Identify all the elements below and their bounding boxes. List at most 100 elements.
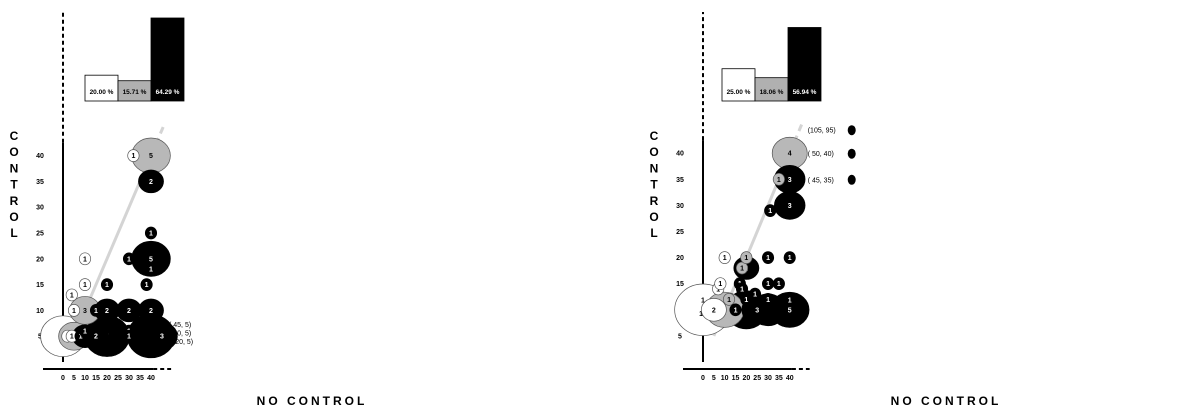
data-point: [127, 149, 140, 162]
data-point-label: 1: [70, 334, 74, 341]
data-point: [714, 277, 727, 291]
data-point-label: 3: [788, 177, 792, 184]
y-tick-label: 20: [36, 256, 44, 263]
x-tick-label: 10: [81, 375, 89, 382]
x-tick-label: 20: [742, 375, 750, 382]
data-point: [740, 251, 753, 264]
data-point-label: 1: [777, 177, 781, 184]
y-tick-label: 40: [36, 153, 44, 160]
data-point-label: 1: [79, 334, 83, 341]
y-axis-title-letter: O: [9, 210, 18, 224]
data-point-label: 1: [766, 297, 770, 304]
data-point: [748, 287, 762, 301]
y-tick-label: 30: [36, 205, 44, 212]
data-point-label: 1: [788, 255, 792, 262]
y-tick-label: 35: [676, 177, 684, 184]
data-point-label: 1: [83, 256, 87, 263]
data-point-label: 3: [160, 334, 164, 341]
y-axis-title-letter: T: [10, 178, 18, 192]
y-tick-label: 5: [678, 333, 682, 340]
y-tick-label: 30: [676, 203, 684, 210]
data-point-label: 1: [718, 281, 722, 288]
y-tick-label: 20: [676, 255, 684, 262]
y-axis-title-letter: R: [10, 194, 19, 208]
y-tick-label: 15: [676, 281, 684, 288]
y-axis-title-letter: L: [10, 226, 17, 240]
x-tick-label: 25: [753, 375, 761, 382]
data-point-label: 1: [149, 267, 153, 274]
data-point-label: 1: [723, 255, 727, 262]
y-axis-title-letter: N: [650, 161, 659, 175]
data-annotation: (105, 95): [808, 128, 836, 135]
data-point: [67, 304, 81, 317]
summary-bar-label: 18.06 %: [760, 89, 784, 96]
data-point-label: 1: [70, 292, 74, 299]
data-point-label: 3: [788, 203, 792, 210]
y-tick-label: 40: [676, 151, 684, 158]
x-tick-label: 35: [775, 375, 783, 382]
y-tick-label: 25: [676, 229, 684, 236]
data-point: [735, 261, 749, 275]
data-point-label: 1: [766, 255, 770, 262]
data-point-label: 5: [149, 153, 153, 160]
data-annotation: (120, 5): [169, 339, 193, 346]
y-tick-label: 35: [36, 179, 44, 186]
data-point-label: 1: [744, 255, 748, 262]
y-axis-title-letter: R: [650, 194, 659, 208]
x-tick-label: 30: [764, 375, 772, 382]
data-point-label: 1: [734, 307, 738, 314]
y-axis-title-letter: N: [10, 161, 19, 175]
data-point-label: 3: [755, 307, 759, 314]
data-point: [772, 172, 785, 186]
data-point-label: 5: [788, 307, 792, 314]
x-tick-label: 5: [712, 375, 716, 382]
data-point-label: 1: [716, 286, 720, 293]
data-point-label: 1: [131, 153, 135, 160]
data-point: [65, 288, 78, 302]
data-annotation: ( 50, 40): [808, 151, 834, 158]
y-axis-title-letter: O: [649, 210, 658, 224]
data-point-label: 1: [744, 297, 748, 304]
x-tick-label: 0: [701, 375, 705, 382]
data-point: [122, 252, 136, 266]
data-point-label: 1: [145, 282, 149, 289]
data-point-label: 1: [777, 281, 781, 288]
x-tick-label: 20: [103, 375, 111, 382]
y-tick-label: 15: [36, 282, 44, 289]
x-axis-title: NO CONTROL: [257, 394, 368, 408]
data-point: [718, 251, 731, 264]
x-tick-label: 0: [61, 375, 65, 382]
annotation-marker: [847, 125, 856, 136]
data-point-label: 1: [788, 298, 792, 305]
data-point: [761, 293, 775, 306]
summary-bar-label: 20.00 %: [90, 89, 114, 96]
x-tick-label: 10: [721, 375, 729, 382]
data-point-label: 1: [72, 308, 76, 315]
data-point-label: 1: [83, 282, 87, 289]
data-point-label: 1: [149, 231, 153, 238]
data-point-label: 2: [94, 334, 98, 341]
x-tick-label: 40: [786, 375, 794, 382]
data-point-label: 1: [701, 298, 705, 305]
y-axis-title-letter: L: [650, 226, 657, 240]
data-point: [122, 329, 136, 343]
y-axis-title-letter: O: [9, 145, 18, 159]
data-annotation: ( 50, 5): [169, 331, 191, 338]
x-axis-title: NO CONTROL: [891, 394, 1002, 408]
y-axis-title-letter: O: [649, 145, 658, 159]
x-tick-label: 30: [125, 375, 133, 382]
data-point: [89, 304, 103, 317]
y-tick-label: 5: [38, 334, 42, 341]
data-point: [140, 278, 153, 291]
data-point: [78, 324, 92, 338]
data-point: [100, 278, 114, 291]
data-point-label: 1: [727, 297, 731, 304]
data-point-label: 1: [83, 329, 87, 336]
data-point-label: 1: [740, 286, 744, 293]
x-tick-label: 15: [92, 375, 100, 382]
data-point-label: 1: [127, 256, 131, 263]
data-point: [729, 303, 742, 317]
